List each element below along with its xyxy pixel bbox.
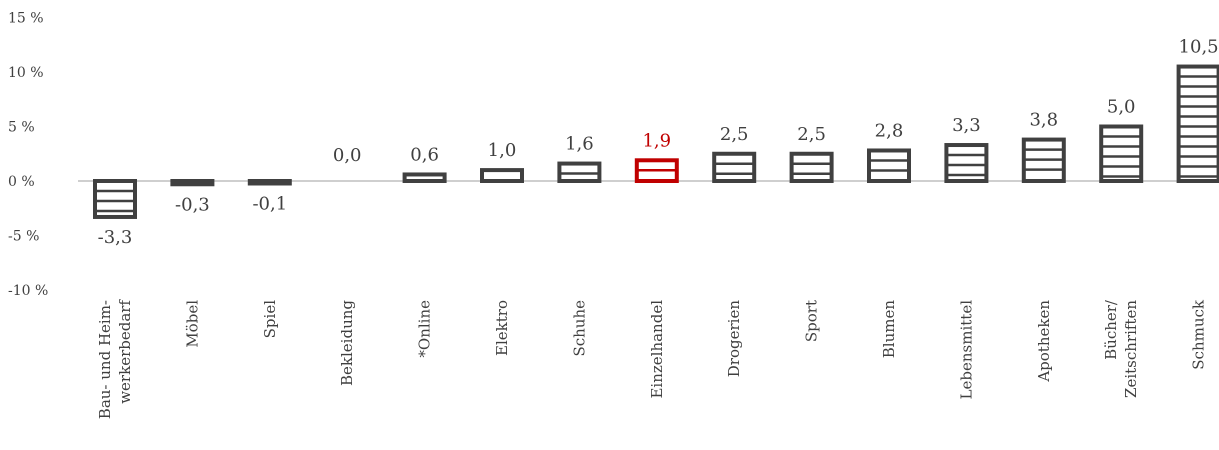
bar-group: 2,5 Sport bbox=[789, 124, 834, 342]
category-label: Apotheken bbox=[1035, 300, 1053, 383]
y-tick-label: 0 % bbox=[8, 174, 35, 190]
data-label: 3,8 bbox=[1029, 110, 1058, 131]
category-label: Schuhe bbox=[570, 300, 588, 357]
bar bbox=[712, 151, 757, 183]
y-tick-label: 15 % bbox=[8, 11, 44, 27]
category-label: Schmuck bbox=[1190, 299, 1208, 370]
data-label: 0,0 bbox=[333, 145, 362, 166]
bar-group: 2,5 Drogerien bbox=[712, 124, 757, 378]
data-label: 1,9 bbox=[642, 130, 671, 151]
bar bbox=[789, 151, 834, 183]
category-label: Sport bbox=[803, 300, 821, 342]
bar bbox=[247, 179, 292, 186]
category-label: Bekleidung bbox=[338, 300, 356, 386]
category-label: Drogerien bbox=[725, 300, 743, 378]
bar bbox=[557, 161, 602, 183]
bar-group: -0,3 Möbel bbox=[170, 179, 215, 348]
data-label: 2,5 bbox=[797, 124, 826, 145]
bar-group: 5,0 Bücher/Zeitschriften bbox=[1099, 97, 1144, 398]
bar-hatch bbox=[714, 162, 755, 175]
category-label: Blumen bbox=[880, 300, 898, 359]
bar-group: 1,6 Schuhe bbox=[557, 134, 602, 357]
data-label: 2,5 bbox=[720, 124, 749, 145]
category-label: Einzelhandel bbox=[648, 300, 666, 399]
bar-group: 1,9 Einzelhandel bbox=[634, 130, 679, 399]
category-label: *Online bbox=[416, 300, 434, 358]
bar-group: 1,0 Elektro bbox=[480, 140, 524, 356]
bar bbox=[170, 179, 215, 187]
category-label: Bau- und Heim-werkerbedarf bbox=[96, 299, 134, 420]
bar-group: 10,5 Schmuck bbox=[1176, 37, 1219, 370]
data-label: 2,8 bbox=[875, 120, 904, 141]
bar-group: 2,8 Blumen bbox=[867, 120, 911, 359]
data-label: 10,5 bbox=[1179, 37, 1219, 58]
bar-group: -0,1 Spiel bbox=[247, 179, 292, 339]
bar bbox=[1176, 64, 1219, 183]
bar-group: 0,6 *Online bbox=[402, 144, 447, 358]
data-label: -0,3 bbox=[175, 194, 210, 215]
bar-group: -3,3 Bau- und Heim-werkerbedarf bbox=[93, 179, 137, 420]
bar-group: 3,3 Lebensmittel bbox=[944, 115, 989, 400]
data-label: 1,6 bbox=[565, 134, 594, 155]
data-label: 0,6 bbox=[410, 144, 439, 165]
data-label: 1,0 bbox=[488, 140, 517, 161]
bar-hatch bbox=[1023, 148, 1064, 171]
y-tick-label: -5 % bbox=[8, 229, 39, 245]
bar bbox=[402, 172, 447, 184]
category-label: Lebensmittel bbox=[957, 300, 975, 400]
bar-group: 0,0 Bekleidung bbox=[333, 145, 362, 386]
bar-group: 3,8 Apotheken bbox=[1021, 110, 1066, 383]
data-label: 5,0 bbox=[1107, 97, 1136, 118]
data-label: 3,3 bbox=[952, 115, 981, 136]
bar-hatch bbox=[946, 153, 987, 177]
y-tick-label: -10 % bbox=[8, 283, 48, 299]
bar bbox=[93, 179, 137, 219]
y-tick-label: 10 % bbox=[8, 65, 44, 81]
bar bbox=[867, 148, 911, 183]
category-label: Bücher/Zeitschriften bbox=[1102, 299, 1140, 398]
bar-hatch bbox=[869, 159, 909, 172]
data-label: -0,1 bbox=[252, 194, 287, 215]
bar-hatch bbox=[791, 162, 832, 175]
category-label: Elektro bbox=[493, 300, 511, 356]
category-label: Möbel bbox=[183, 300, 201, 348]
bar-hatch bbox=[95, 189, 135, 213]
data-label: -3,3 bbox=[98, 227, 133, 248]
bar bbox=[1099, 124, 1144, 183]
bar-hatch bbox=[1101, 135, 1142, 178]
bar bbox=[480, 168, 524, 184]
bar bbox=[944, 143, 989, 183]
bar-hatch bbox=[1178, 75, 1219, 178]
y-tick-label: 5 % bbox=[8, 120, 35, 136]
category-label: Spiel bbox=[261, 300, 279, 339]
